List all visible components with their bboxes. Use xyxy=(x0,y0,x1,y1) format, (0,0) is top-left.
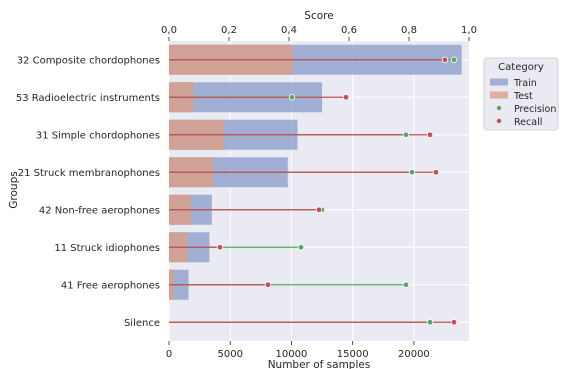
score-lines-layer xyxy=(169,56,458,326)
legend-marker-recall xyxy=(496,118,502,124)
legend-title: Category xyxy=(498,62,544,73)
bottom-tick-label: 15000 xyxy=(337,349,369,360)
legend-box xyxy=(483,57,559,131)
y-tick-label: 53 Radioelectric instruments xyxy=(16,93,160,104)
score-point-recall xyxy=(315,206,323,213)
y-tick-label: 11 Struck idiophones xyxy=(54,243,160,254)
bottom-tick-label: 5000 xyxy=(217,349,242,360)
score-point-precision xyxy=(297,244,305,251)
score-point-precision xyxy=(402,281,410,288)
score-point-recall xyxy=(264,281,272,288)
top-axis-ticks: 0,0 0,2 0,4 0,6 0,8 1,0 xyxy=(161,25,477,41)
y-tick-label: 41 Free aerophones xyxy=(61,280,160,291)
top-tick-label: 0,2 xyxy=(221,25,237,36)
legend-label-train: Train xyxy=(513,78,537,89)
y-axis-label: Groups xyxy=(8,171,20,208)
bottom-tick-label: 20000 xyxy=(398,349,430,360)
y-tick-label: 31 Simple chordophones xyxy=(36,130,160,141)
score-point-precision xyxy=(426,319,434,326)
y-tick-label: Silence xyxy=(124,318,160,329)
top-tick-label: 0,8 xyxy=(401,25,417,36)
legend-marker-precision xyxy=(496,105,502,111)
legend-label-precision: Precision xyxy=(514,104,556,115)
score-point-recall xyxy=(441,56,449,63)
legend-label-recall: Recall xyxy=(514,117,542,128)
score-point-recall xyxy=(432,169,440,176)
legend-label-test: Test xyxy=(513,91,533,102)
y-tick-label: 32 Composite chordophones xyxy=(17,55,160,66)
y-tick-label: 42 Non-free aerophones xyxy=(39,205,160,216)
score-point-precision xyxy=(288,94,296,101)
y-tick-label: 21 Struck membranophones xyxy=(18,168,160,179)
y-tick-labels: 32 Composite chordophones 53 Radioelectri… xyxy=(16,55,160,329)
top-axis-label: Score xyxy=(304,10,333,22)
score-point-recall xyxy=(216,244,224,251)
top-tick-label: 0,6 xyxy=(341,25,357,36)
bottom-tick-label: 10000 xyxy=(276,349,308,360)
score-point-recall xyxy=(450,319,458,326)
score-point-recall xyxy=(342,94,350,101)
top-tick-label: 1,0 xyxy=(461,25,477,36)
bottom-axis-label: Number of samples xyxy=(268,359,371,369)
legend-swatch-train xyxy=(490,78,508,86)
legend-swatch-test xyxy=(490,91,508,99)
bottom-tick-label: 0 xyxy=(166,349,172,360)
top-tick-label: 0,0 xyxy=(161,25,177,36)
bottom-axis-ticks: 0 5000 10000 15000 20000 xyxy=(166,341,430,360)
score-point-recall xyxy=(426,131,434,138)
score-point-precision xyxy=(450,56,458,63)
top-tick-label: 0,4 xyxy=(281,25,297,36)
legend: Category Train Test Precision Recall xyxy=(483,57,559,131)
score-point-precision xyxy=(402,131,410,138)
score-point-precision xyxy=(408,169,416,176)
